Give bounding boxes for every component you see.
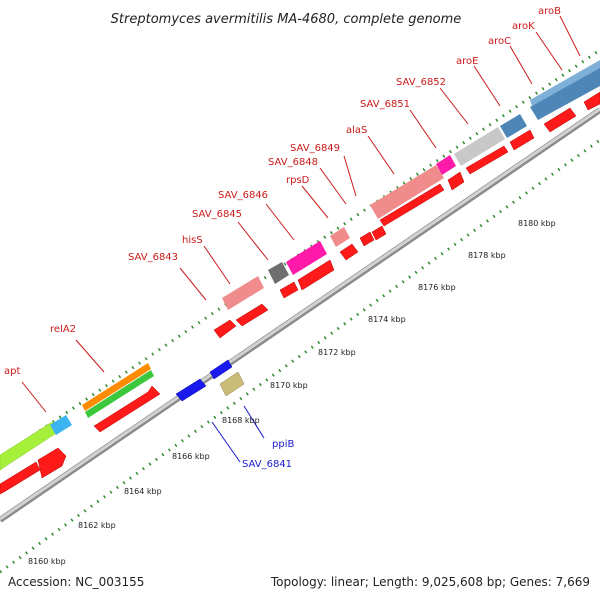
label-leaders	[21, 15, 581, 463]
scale-tick-line	[0, 138, 600, 574]
gene-label-SAV_6848[interactable]: SAV_6848	[268, 157, 318, 168]
gene-label-aroK[interactable]: aroK	[512, 21, 535, 32]
gene-arrow[interactable]	[509, 129, 535, 151]
gene-feature-pink-3[interactable]	[370, 165, 444, 219]
gene-feature-lightgray[interactable]	[454, 127, 505, 166]
scale-labels: 8160 kbp 8162 kbp 8164 kbp 8166 kbp 8168…	[28, 219, 556, 566]
genome-track: apt relA2 SAV_6843 hisS SAV_6845 SAV_684…	[0, 6, 600, 574]
gene-label-apt[interactable]: apt	[4, 366, 20, 377]
gene-feature-lightblue[interactable]	[530, 60, 600, 106]
gene-arrow[interactable]	[297, 259, 335, 291]
gene-label-SAV_6841[interactable]: SAV_6841	[242, 459, 292, 470]
accession-text: Accession: NC_003155	[8, 575, 144, 589]
scale-tick-label: 8168 kbp	[222, 416, 260, 425]
gene-label-SAV_6849[interactable]: SAV_6849	[290, 143, 340, 154]
topology-text: Topology: linear; Length: 9,025,608 bp; …	[270, 575, 590, 589]
scale-tick-label: 8166 kbp	[172, 452, 210, 461]
gene-arrow-blue[interactable]	[209, 359, 233, 380]
gene-label-SAV_6851[interactable]: SAV_6851	[360, 99, 410, 110]
gene-arrow[interactable]	[235, 303, 269, 327]
forward-genes	[0, 91, 600, 495]
forward-tick-line	[0, 48, 600, 460]
scale-tick-label: 8180 kbp	[518, 219, 556, 228]
gene-label-SAV_6846[interactable]: SAV_6846	[218, 190, 268, 201]
gene-label-rpsD[interactable]: rpsD	[286, 175, 310, 186]
gene-arrow[interactable]	[0, 461, 41, 495]
gene-arrow[interactable]	[93, 385, 161, 433]
upper-features	[0, 60, 600, 471]
scale-tick-label: 8176 kbp	[418, 283, 456, 292]
gene-label-relA2[interactable]: relA2	[50, 324, 76, 335]
gene-feature-orange[interactable]	[82, 363, 151, 411]
gene-arrow[interactable]	[371, 225, 387, 241]
gene-label-hisS[interactable]: hisS	[182, 235, 203, 246]
gene-arrow[interactable]	[37, 447, 67, 479]
gene-label-SAV_6845[interactable]: SAV_6845	[192, 209, 242, 220]
gene-arrow[interactable]	[447, 171, 465, 191]
gene-arrow[interactable]	[465, 145, 509, 175]
gene-feature-darkgray[interactable]	[268, 262, 289, 284]
gene-arrow[interactable]	[583, 91, 600, 111]
gene-label-aroB[interactable]: aroB	[538, 6, 561, 17]
gene-feature-pink-2[interactable]	[330, 227, 350, 247]
scale-tick-label: 8172 kbp	[318, 348, 356, 357]
gene-labels: apt relA2 SAV_6843 hisS SAV_6845 SAV_684…	[4, 6, 561, 470]
gene-feature-steelblue-2[interactable]	[530, 66, 600, 120]
gene-label-SAV_6852[interactable]: SAV_6852	[396, 77, 446, 88]
gene-feature-green[interactable]	[85, 370, 154, 418]
gene-label-aroE[interactable]: aroE	[456, 56, 478, 67]
genome-axis	[0, 107, 600, 521]
gene-arrow-blue[interactable]	[175, 378, 207, 402]
scale-tick-label: 8174 kbp	[368, 315, 406, 324]
gene-feature-lime[interactable]	[0, 421, 59, 471]
gene-feature-steelblue-1[interactable]	[500, 114, 527, 138]
scale-tick-label: 8164 kbp	[124, 487, 162, 496]
gene-arrow[interactable]	[339, 243, 359, 261]
scale-tick-label: 8162 kbp	[78, 521, 116, 530]
gene-feature-pink-1[interactable]	[222, 276, 264, 310]
gene-arrow[interactable]	[359, 231, 375, 247]
gene-feature-magenta-1[interactable]	[286, 241, 327, 275]
gene-feature-cyan[interactable]	[50, 415, 72, 435]
gene-label-alaS[interactable]: alaS	[346, 125, 367, 136]
gene-label-ppiB[interactable]: ppiB	[272, 439, 294, 450]
gene-feature-magenta-2[interactable]	[436, 155, 456, 175]
scale-tick-label: 8178 kbp	[468, 251, 506, 260]
gene-arrow[interactable]	[279, 281, 299, 299]
gene-arrow[interactable]	[379, 183, 445, 227]
gene-label-aroC[interactable]: aroC	[488, 36, 511, 47]
gene-arrow[interactable]	[213, 319, 237, 339]
gene-label-SAV_6843[interactable]: SAV_6843	[128, 252, 178, 263]
gene-feature-khaki[interactable]	[219, 371, 245, 397]
scale-tick-label: 8170 kbp	[270, 381, 308, 390]
gene-arrow[interactable]	[543, 107, 577, 133]
map-title: Streptomyces avermitilis MA-4680, comple…	[111, 12, 462, 27]
reverse-genes	[175, 359, 245, 402]
scale-tick-label: 8160 kbp	[28, 557, 66, 566]
